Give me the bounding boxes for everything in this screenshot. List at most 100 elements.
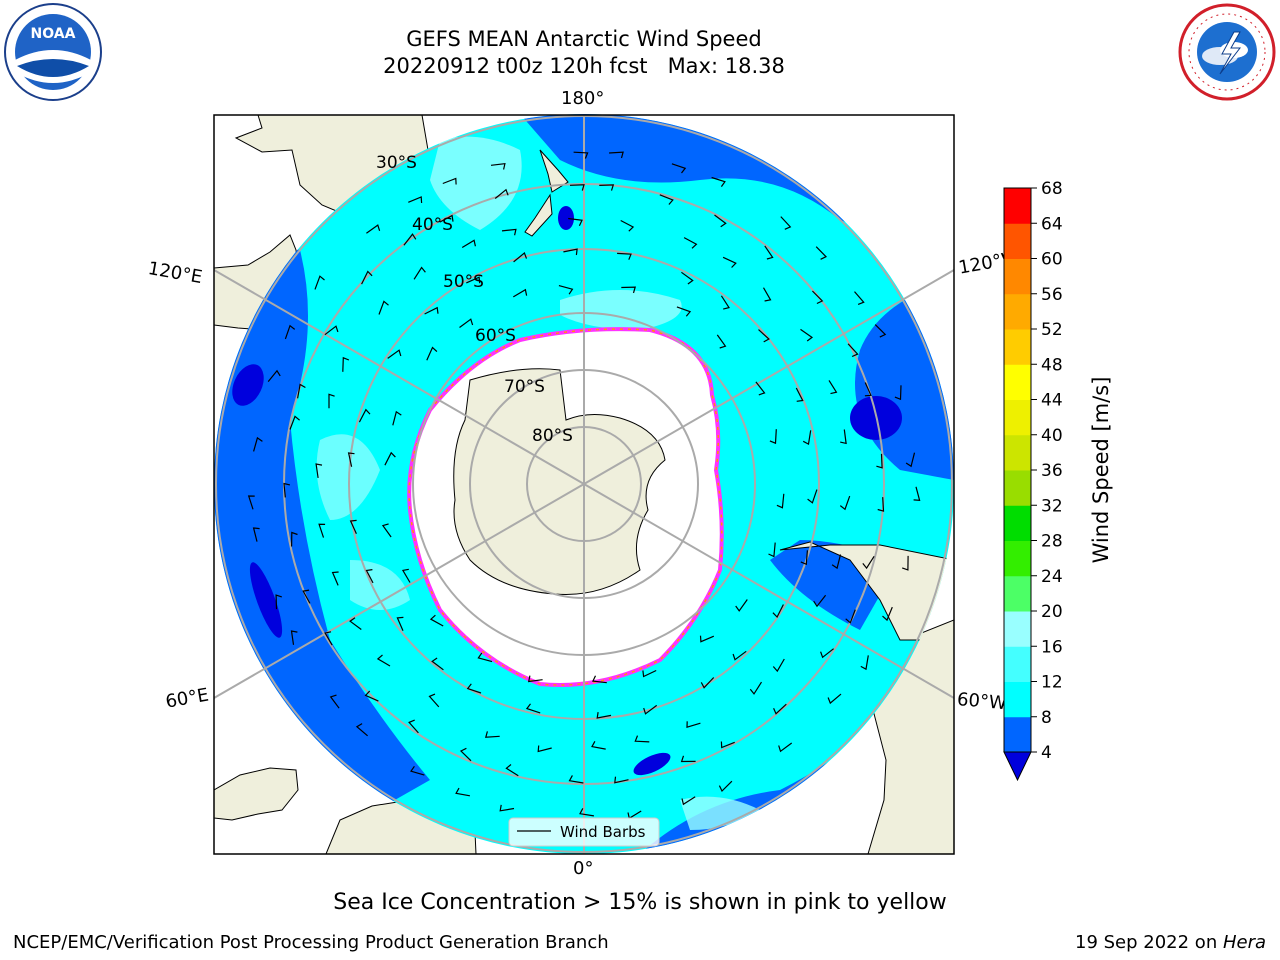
wind-barb <box>676 306 692 317</box>
wind-barb <box>776 493 785 509</box>
wind-barb <box>768 542 776 558</box>
caption: Sea Ice Concentration > 15% is shown in … <box>333 890 947 915</box>
wind-barb <box>591 675 607 684</box>
wind-barb <box>568 775 584 784</box>
wind-barb <box>877 497 885 512</box>
wind-barb <box>466 683 482 694</box>
wind-barb <box>820 648 834 659</box>
colorbar-tick-label: 12 <box>1041 673 1063 693</box>
wind-barb <box>780 216 792 230</box>
wind-barb <box>459 318 474 328</box>
wind-barb <box>847 343 859 358</box>
wind-barb <box>913 486 921 501</box>
wind-barb <box>722 256 737 268</box>
wind-barb <box>718 780 733 793</box>
wind-barb <box>429 614 444 627</box>
map-frame <box>213 114 955 855</box>
legend-label: Wind Barbs <box>560 823 646 841</box>
legend: Wind Barbs <box>508 817 660 847</box>
colorbar-tick-label: 8 <box>1041 708 1052 728</box>
wind-barb <box>699 635 715 643</box>
colorbar-band <box>1004 716 1031 753</box>
wind-barb <box>324 325 339 336</box>
lat-label-50: 50°S <box>443 272 484 292</box>
wind-barb <box>267 369 281 382</box>
chart-title: GEFS MEAN Antarctic Wind Speed 20220912 … <box>284 26 884 80</box>
colorbar-band <box>1004 364 1031 400</box>
title-line-2: 20220912 t00z 120h fcst Max: 18.38 <box>383 54 785 78</box>
wind-barb <box>749 681 763 695</box>
wind-barb <box>328 393 335 409</box>
colorbar-band <box>1004 223 1031 259</box>
wind-barb <box>800 550 808 566</box>
wind-barb <box>289 415 300 430</box>
wind-barb <box>811 290 824 305</box>
wind-barb <box>563 248 578 256</box>
wind-barb <box>378 300 389 315</box>
wind-barb <box>428 693 440 708</box>
wind-barb <box>813 594 827 608</box>
wind-barb <box>617 252 632 260</box>
wind-barb <box>683 237 698 249</box>
colorbar-band <box>1004 575 1031 612</box>
wind-barb <box>349 617 362 630</box>
wind-barb <box>525 703 541 714</box>
colorbar-tick-label: 32 <box>1041 496 1063 516</box>
footer-date-text: 19 Sep 2022 on <box>1075 932 1223 953</box>
colorbar-tick-label: 56 <box>1041 285 1063 305</box>
wind-barb <box>401 568 411 583</box>
wind-barb <box>364 690 379 702</box>
wind-barb <box>735 599 748 612</box>
colorbar-tick-label: 20 <box>1041 602 1063 622</box>
wind-barb <box>591 741 606 750</box>
colorbar-tick-label: 40 <box>1041 426 1063 446</box>
colorbar-tick-label: 16 <box>1041 637 1063 657</box>
graticule <box>213 115 955 854</box>
lat-label-70: 70°S <box>504 377 545 397</box>
wind-barb <box>537 745 552 753</box>
wind-barb <box>361 270 373 285</box>
wind-barb <box>864 382 872 397</box>
colorbar-band <box>1004 505 1031 541</box>
wind-barb <box>315 463 323 478</box>
colorbar-band <box>1004 434 1031 471</box>
wind-barb <box>275 594 282 610</box>
wind-barb <box>413 266 426 280</box>
wind-barb <box>860 655 869 671</box>
wind-barb <box>505 764 519 777</box>
wind-barb <box>342 356 350 372</box>
wind-barb <box>876 453 883 469</box>
wind-barb <box>643 704 658 715</box>
wind-barb <box>568 217 583 226</box>
wind-barb <box>772 658 785 673</box>
wind-barb <box>828 380 838 395</box>
wind-barb <box>599 184 615 191</box>
lon-label-180: 180° <box>561 88 605 109</box>
wind-barb <box>512 288 528 298</box>
wind-barb <box>800 328 814 342</box>
colorbar-tick-label: 4 <box>1041 743 1052 763</box>
wind-barb <box>671 163 687 174</box>
wind-barb <box>477 652 493 663</box>
wind-barb <box>902 555 909 571</box>
wind-barb <box>381 523 392 538</box>
wind-barb <box>854 291 865 305</box>
wind-barb <box>365 569 374 584</box>
lat-label-30: 30°S <box>376 153 417 173</box>
wind-barb <box>331 571 339 586</box>
colorbar-band <box>1004 540 1031 577</box>
title-line-1: GEFS MEAN Antarctic Wind Speed <box>406 27 762 51</box>
wind-barb <box>527 675 543 683</box>
colorbar-tick-label: 36 <box>1041 461 1063 481</box>
wind-barb <box>862 555 875 570</box>
wind-barb <box>569 184 585 191</box>
wind-barb <box>297 383 306 399</box>
wind-barb <box>764 245 774 260</box>
wind-barb <box>490 163 506 170</box>
wind-barb <box>579 808 594 817</box>
colorbar-tick-label: 44 <box>1041 391 1063 411</box>
wind-barb <box>314 275 325 290</box>
wind-barb <box>376 654 391 667</box>
wind-barb <box>642 669 657 678</box>
